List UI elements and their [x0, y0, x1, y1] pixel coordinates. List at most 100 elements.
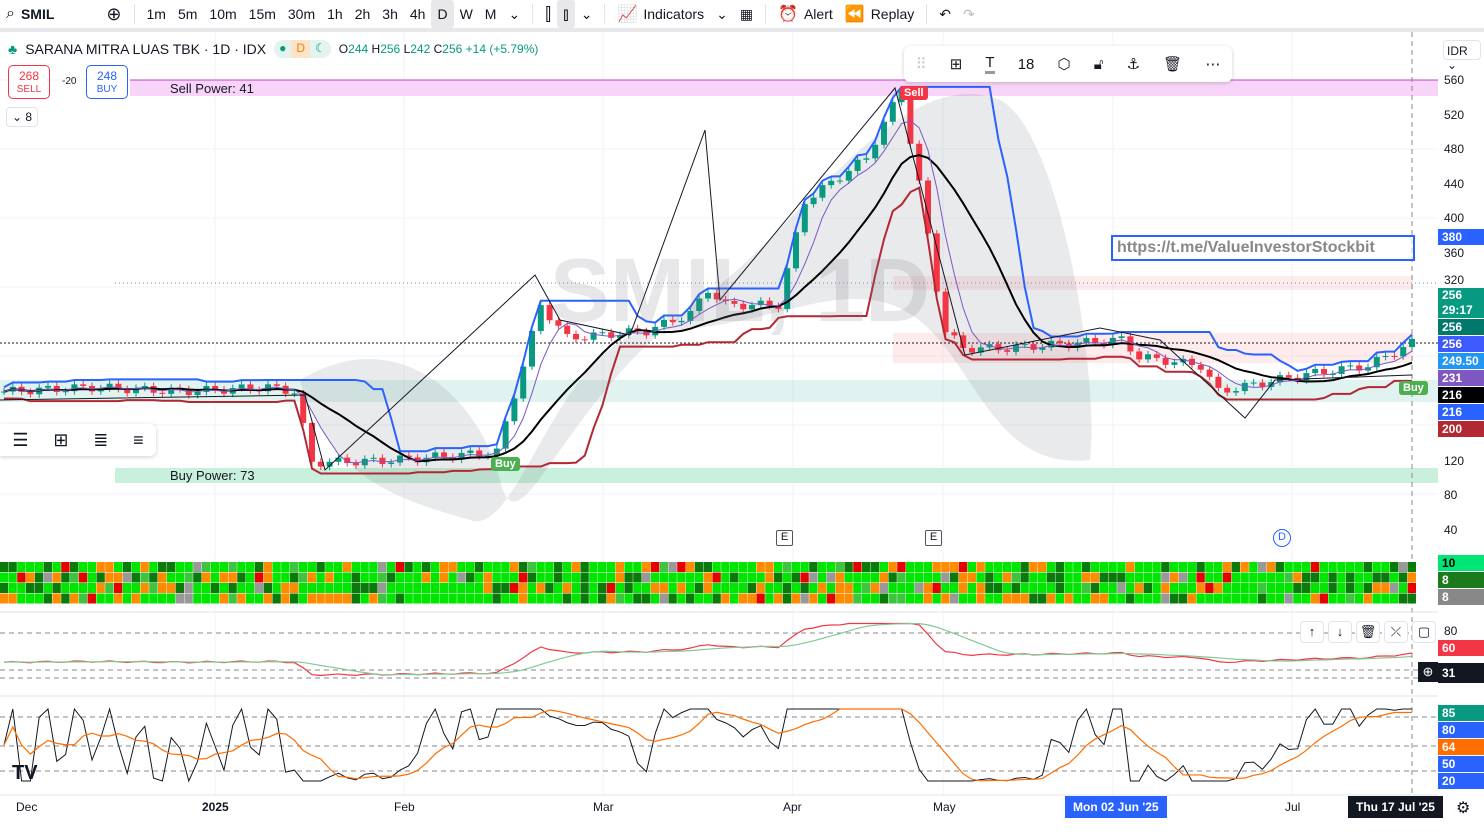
candle-style-button[interactable]: ⫾: [556, 0, 575, 28]
heatmap-cell: [738, 583, 748, 593]
collapse-indicators-button[interactable]: ⌄ 8: [6, 107, 38, 127]
settings-hexagon-icon[interactable]: ⬡: [1057, 56, 1071, 73]
add-template-icon[interactable]: ⊞: [949, 56, 963, 73]
symbol-search[interactable]: ⌕ SMIL: [6, 5, 55, 22]
heatmap-cell: [8, 583, 17, 593]
settings-icon[interactable]: ⚙: [1456, 800, 1471, 817]
delete-pane-button[interactable]: 🗑︎: [1356, 621, 1380, 643]
earnings-marker[interactable]: E: [776, 530, 793, 546]
buy-button[interactable]: 248 BUY: [86, 65, 128, 99]
compare-button[interactable]: ⊕: [100, 0, 127, 28]
text-color-icon[interactable]: T: [985, 54, 995, 74]
heatmap-cell: [34, 593, 44, 604]
heatmap-cell: [650, 583, 660, 593]
heatmap-cell: [1407, 593, 1416, 604]
heatmap-cell: [474, 583, 484, 593]
candle: [106, 383, 113, 389]
heatmap-cell: [712, 562, 721, 572]
add-crosshair-button[interactable]: ⊕: [1418, 662, 1438, 682]
pattern-tool-icon[interactable]: ≡: [133, 429, 144, 450]
interval-5m[interactable]: 5m: [177, 6, 198, 22]
heatmap-cell: [386, 583, 396, 593]
heatmap-cell: [923, 583, 932, 593]
undo-button[interactable]: ↶: [933, 0, 957, 28]
interval-1h[interactable]: 1h: [327, 6, 343, 22]
candle: [731, 301, 738, 304]
bar-style-button[interactable]: ⫿: [539, 0, 557, 28]
price-label: 200: [1438, 421, 1484, 437]
link-text-box[interactable]: https://t.me/ValueInvestorStockbit: [1111, 235, 1415, 261]
lines-tool-icon[interactable]: ☰: [12, 429, 29, 450]
spread: -20: [62, 76, 77, 87]
collapse-pane-button[interactable]: ⤫: [1384, 621, 1408, 643]
chart-type-dropdown[interactable]: ⌄: [575, 0, 599, 28]
trash-icon[interactable]: 🗑︎: [1163, 56, 1183, 73]
symbol-title[interactable]: SARANA MITRA LUAS TBK · 1D · IDX: [25, 41, 267, 57]
interval-dropdown[interactable]: ⌄: [502, 0, 526, 28]
font-size-button[interactable]: 18: [1017, 55, 1035, 73]
interval-D[interactable]: D: [431, 0, 454, 28]
interval-3h[interactable]: 3h: [382, 6, 398, 22]
interval-15m[interactable]: 15m: [248, 6, 276, 22]
heatmap-cell: [932, 562, 941, 572]
heatmap-cell: [1029, 583, 1038, 593]
interval-30m[interactable]: 30m: [287, 6, 316, 22]
interval-4h[interactable]: 4h: [409, 6, 426, 22]
price-tick: 80: [1444, 488, 1458, 502]
heatmap-cell: [659, 572, 668, 583]
interval-W[interactable]: W: [459, 6, 473, 22]
alert-button[interactable]: ⏰ Alert: [778, 6, 833, 23]
interval-M[interactable]: M: [484, 6, 497, 22]
market-status[interactable]: ● D ☾: [274, 40, 331, 58]
currency-selector[interactable]: IDR ⌄: [1443, 40, 1481, 72]
unlock-icon[interactable]: 🔓︎: [1093, 55, 1104, 73]
heatmap-cell: [642, 562, 651, 572]
fib-tool-icon[interactable]: ≣: [93, 429, 109, 450]
heatmap-cell: [1099, 583, 1108, 593]
heatmap-cell: [1372, 583, 1381, 593]
heatmap-cell: [1372, 572, 1381, 583]
crosshair-tool-icon[interactable]: ⊞: [53, 429, 69, 450]
maximize-pane-button[interactable]: ▢: [1412, 621, 1436, 643]
dividend-marker[interactable]: D: [1273, 529, 1291, 547]
interval-1m[interactable]: 1m: [146, 6, 166, 22]
move-pane-down-button[interactable]: ↓: [1328, 621, 1352, 643]
heatmap-cell: [1328, 572, 1337, 583]
heatmap-cell: [589, 562, 598, 572]
earnings-marker[interactable]: E: [925, 530, 942, 546]
heatmap-cell: [950, 572, 959, 583]
heatmap-cell: [1064, 572, 1073, 583]
sell-button[interactable]: 268 SELL: [8, 65, 50, 99]
indicators-button[interactable]: 📈 Indicators ⌄: [617, 5, 728, 24]
tradingview-logo[interactable]: TV: [12, 762, 38, 784]
heatmap-cell: [254, 593, 264, 604]
chart-canvas[interactable]: [0, 32, 1438, 832]
heatmap-cell: [96, 583, 105, 593]
replay-button[interactable]: ⏪ Replay: [844, 6, 915, 23]
heatmap-cell: [633, 572, 642, 583]
heatmap-cell: [976, 583, 985, 593]
redo-button[interactable]: ↷: [957, 0, 981, 28]
chevron-down-icon: ⌄: [716, 5, 728, 22]
heatmap-cell: [1134, 562, 1144, 572]
interval-2h[interactable]: 2h: [354, 6, 371, 22]
heatmap-cell: [642, 572, 651, 583]
more-icon[interactable]: ⋯: [1205, 56, 1221, 73]
heatmap-cell: [1249, 583, 1258, 593]
heatmap-cell: [562, 583, 572, 593]
heatmap-cell: [1284, 572, 1293, 583]
price-label: 256: [1438, 336, 1484, 352]
heatmap-cell: [1002, 572, 1012, 583]
layouts-button[interactable]: ▦: [734, 0, 759, 28]
heatmap-cell: [897, 583, 906, 593]
heatmap-cell: [774, 583, 783, 593]
heatmap-cell: [747, 593, 756, 604]
heatmap-cell: [994, 572, 1003, 583]
heatmap-cell: [914, 562, 924, 572]
anchor-icon[interactable]: ⚓︎: [1126, 56, 1141, 73]
drag-handle-icon[interactable]: ⠿: [915, 56, 927, 73]
interval-10m[interactable]: 10m: [209, 6, 237, 22]
heatmap-cell: [1319, 583, 1328, 593]
price-tick: 520: [1444, 108, 1465, 122]
move-pane-up-button[interactable]: ↑: [1300, 621, 1324, 643]
